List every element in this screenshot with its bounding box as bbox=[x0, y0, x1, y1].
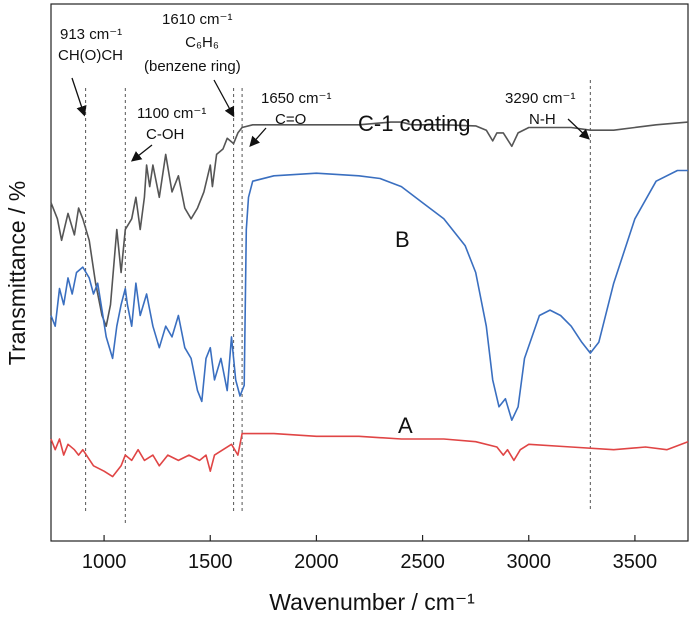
annotation-3290-group: N-H bbox=[529, 111, 556, 128]
series-layer bbox=[50, 121, 689, 478]
arrow-913 bbox=[71, 77, 87, 117]
series-label-b: B bbox=[395, 227, 410, 252]
plot-frame bbox=[50, 3, 689, 542]
annotation-1610-note: (benzene ring) bbox=[144, 58, 241, 75]
series-label-a: A bbox=[398, 413, 413, 438]
x-tick-label-3500: 3500 bbox=[613, 551, 658, 573]
series-label-c1: C-1 coating bbox=[358, 111, 471, 136]
annotation-913-wavenumber: 913 cm⁻¹ bbox=[60, 26, 122, 43]
annotation-1610-wavenumber: 1610 cm⁻¹ bbox=[162, 11, 232, 28]
annotation-3290-wavenumber: 3290 cm⁻¹ bbox=[505, 90, 575, 107]
y-axis-title: Transmittance / % bbox=[4, 181, 30, 365]
x-tick-label-3000: 3000 bbox=[507, 551, 552, 573]
annotation-1100-wavenumber: 1100 cm⁻¹ bbox=[137, 105, 206, 122]
x-tick-label-1000: 1000 bbox=[82, 551, 127, 573]
arrow-3290 bbox=[567, 118, 590, 140]
annotation-1100-group: C-OH bbox=[146, 126, 184, 143]
annotation-1610-group: C₆H₆ bbox=[185, 34, 219, 51]
arrow-1100 bbox=[130, 144, 153, 162]
annotation-1650-wavenumber: 1650 cm⁻¹ bbox=[261, 90, 331, 107]
x-tick-label-2000: 2000 bbox=[294, 551, 339, 573]
arrow-1610 bbox=[213, 79, 235, 118]
series-line-b bbox=[50, 169, 688, 422]
series-line-c-1-coating bbox=[50, 121, 689, 328]
x-tick-label-1500: 1500 bbox=[188, 551, 233, 573]
series-line-a bbox=[50, 432, 689, 478]
x-axis-title: Wavenumber / cm⁻¹ bbox=[269, 589, 475, 615]
arrow-1650 bbox=[249, 127, 267, 147]
annotation-913-group: CH(O)CH bbox=[58, 47, 123, 64]
x-axis-ticks: 1000 1500 2000 2500 3000 3500 bbox=[82, 535, 657, 573]
annotation-1650-group: C=O bbox=[275, 111, 306, 128]
reference-lines bbox=[85, 80, 591, 523]
x-tick-label-2500: 2500 bbox=[400, 551, 445, 573]
